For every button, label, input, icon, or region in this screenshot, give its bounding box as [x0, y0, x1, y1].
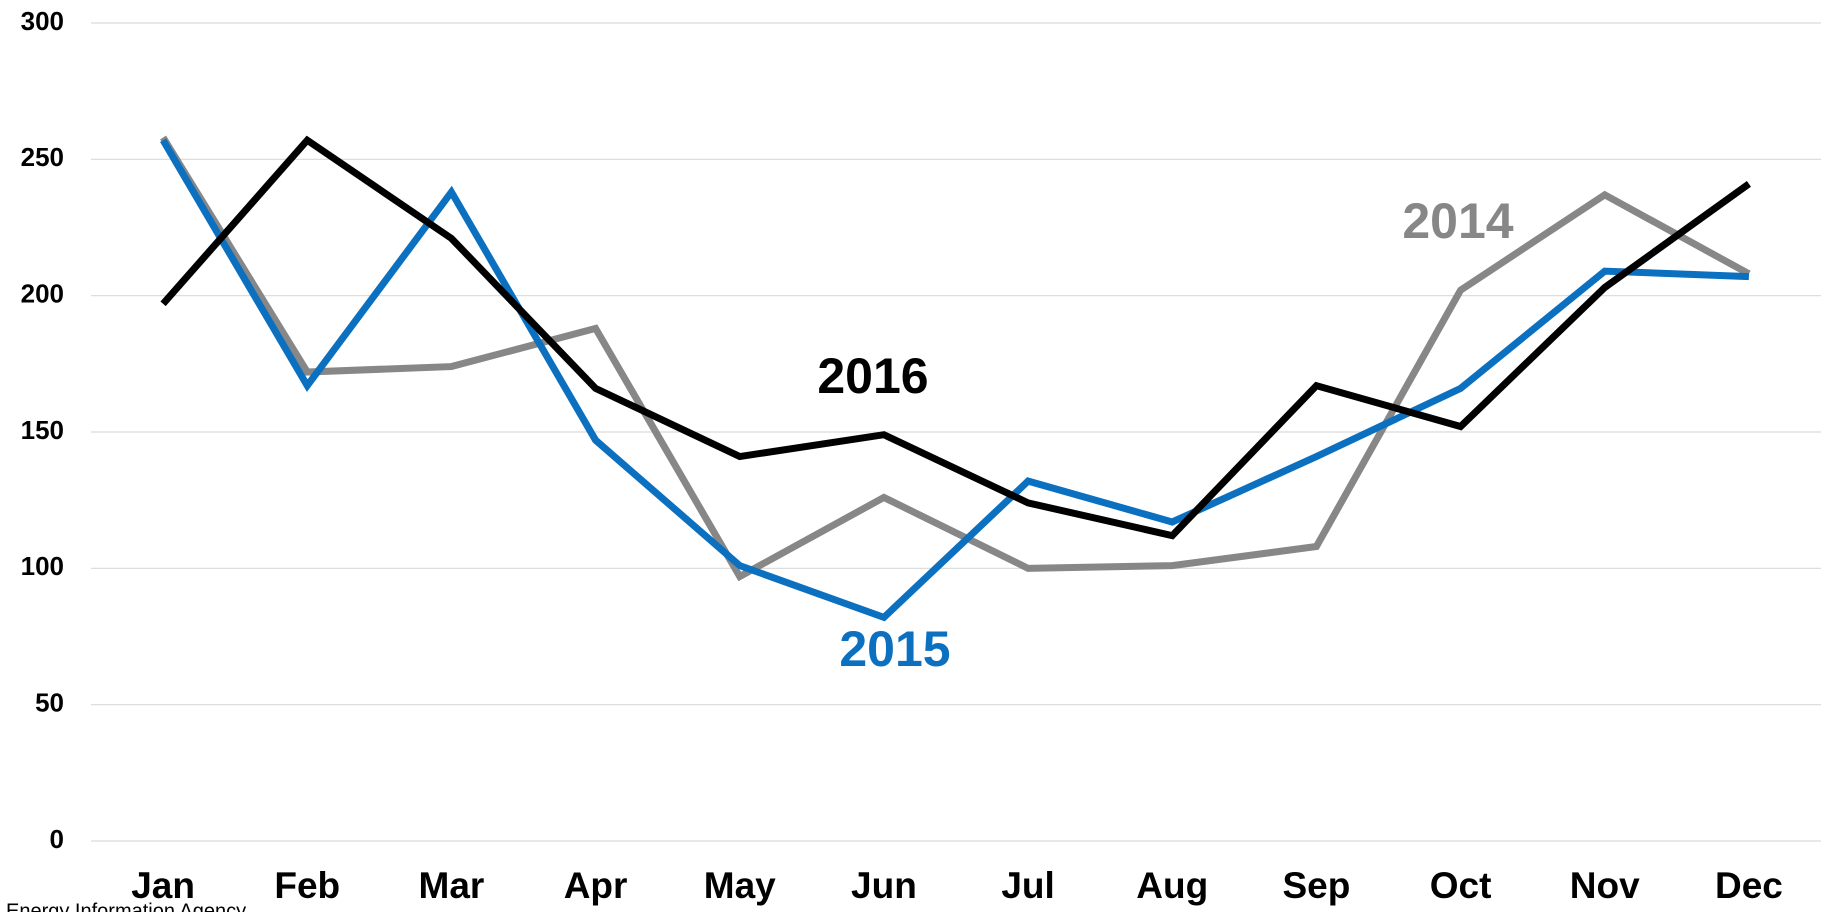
x-tick-label: Apr — [564, 865, 628, 906]
x-tick-label: Oct — [1430, 865, 1492, 906]
y-tick-label: 150 — [21, 415, 64, 445]
series-line — [160, 135, 1751, 582]
series-label: 2014 — [1402, 193, 1513, 249]
series-label: 2016 — [817, 348, 928, 404]
x-tick-label: May — [704, 865, 776, 906]
series-line — [160, 135, 1751, 540]
x-tick-label: Dec — [1715, 865, 1783, 906]
x-tick-label: Jun — [851, 865, 917, 906]
y-tick-label: 300 — [21, 6, 64, 36]
x-tick-label: Sep — [1282, 865, 1350, 906]
x-tick-label: Feb — [274, 865, 340, 906]
x-tick-label: Jul — [1001, 865, 1054, 906]
x-tick-label: Nov — [1570, 865, 1640, 906]
y-tick-label: 100 — [21, 551, 64, 581]
y-tick-label: 200 — [21, 279, 64, 309]
y-tick-label: 0 — [50, 824, 64, 854]
source-note: Energy Information Agency — [6, 900, 246, 912]
series-label: 2015 — [839, 621, 950, 677]
y-tick-label: 250 — [21, 142, 64, 172]
x-tick-label: Aug — [1136, 865, 1208, 906]
y-tick-label: 50 — [35, 688, 64, 718]
x-tick-label: Jan — [131, 865, 195, 906]
x-tick-label: Mar — [419, 865, 485, 906]
